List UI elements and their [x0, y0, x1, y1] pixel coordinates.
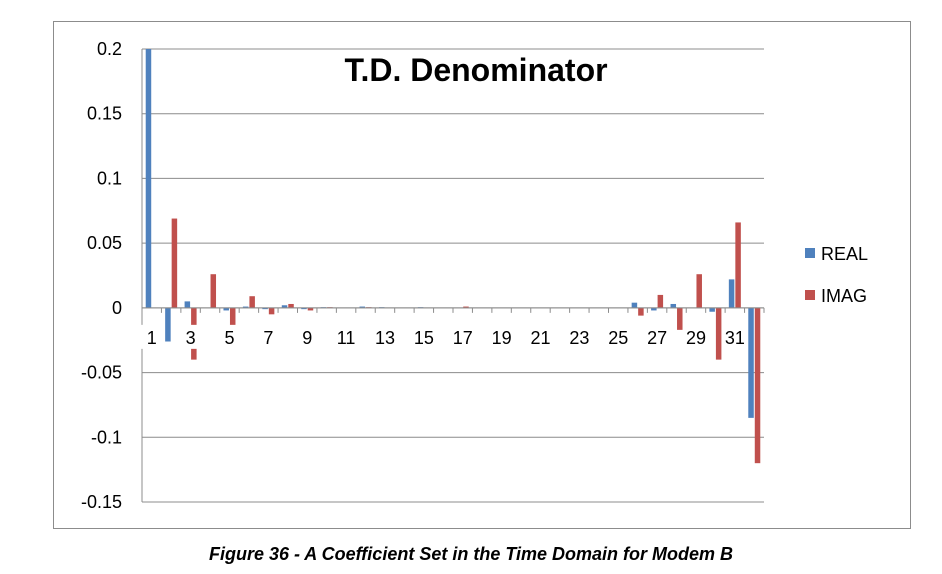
bar-real-2	[165, 307, 171, 342]
bar-real-6	[242, 306, 249, 308]
bar-real-5	[223, 307, 229, 311]
x-tick-label-bg	[256, 324, 281, 349]
bar-real-1	[145, 49, 152, 308]
x-tick-label: 27	[647, 328, 667, 348]
x-tick-label-bg	[450, 324, 475, 349]
x-tick-label: 9	[302, 328, 312, 348]
bar-real-9	[301, 307, 307, 310]
x-tick-label: 7	[263, 328, 273, 348]
bar-imag-9	[307, 307, 314, 311]
x-tick-label-bg	[645, 324, 670, 349]
y-tick-label: 0.15	[87, 104, 122, 124]
x-tick-label-bg	[295, 324, 320, 349]
figure-caption: Figure 36 - A Coefficient Set in the Tim…	[208, 544, 734, 564]
bar-real-3	[184, 301, 191, 308]
legend-swatch-real	[805, 248, 815, 258]
bar-imag-26	[638, 307, 644, 316]
bar-imag-5	[229, 307, 236, 328]
bar-real-28	[670, 303, 677, 308]
x-tick-label: 25	[608, 328, 628, 348]
bar-imag-29	[696, 274, 702, 308]
x-tick-label-bg	[567, 324, 592, 349]
y-axis-ticks: 0.2 0.15 0.1 0.05 0 -0.05 -0.1 -0.15	[81, 39, 122, 512]
x-tick-label-bg	[178, 324, 203, 349]
bar-imag-7	[268, 307, 275, 315]
x-tick-label-bg	[683, 324, 708, 349]
legend-label-real: REAL	[821, 244, 868, 264]
x-tick-label: 19	[492, 328, 512, 348]
y-tick-label: -0.15	[81, 492, 122, 512]
x-tick-label-bg	[411, 324, 436, 349]
bar-real-8	[281, 305, 288, 308]
bar-real-30	[709, 307, 715, 312]
bar-real-26	[631, 302, 638, 308]
bar-imag-32	[754, 307, 761, 464]
bar-imag-4	[210, 274, 217, 308]
y-tick-label: 0	[112, 298, 122, 318]
x-tick-label: 31	[725, 328, 745, 348]
x-tick-label-bg	[489, 324, 514, 349]
x-tick-label: 17	[453, 328, 473, 348]
legend: REAL IMAG	[805, 244, 868, 306]
bar-imag-2	[171, 218, 178, 308]
y-tick-label: -0.05	[81, 363, 122, 383]
x-tick-label: 1	[147, 328, 157, 348]
bar-real-31	[728, 279, 735, 308]
x-tick-label-bg	[217, 324, 242, 349]
bar-imag-28	[677, 307, 683, 330]
x-tick-label: 29	[686, 328, 706, 348]
bar-imag-27	[657, 294, 664, 308]
x-tick-label: 5	[224, 328, 234, 348]
bar-real-27	[651, 307, 657, 311]
chart-svg: 0.20.150.10.050-0.05-0.1-0.15 1 3 5 7 9 11 13 1…	[81, 39, 868, 512]
x-tick-label-bg	[139, 324, 164, 349]
y-tick-label: 0.05	[87, 233, 122, 253]
x-tick-label-bg	[528, 324, 553, 349]
x-axis-ticks: 1 3 5 7 9 11 13 15 17 19 21 23 25 27 29 31	[139, 307, 765, 349]
legend-label-imag: IMAG	[821, 286, 867, 306]
legend-swatch-imag	[805, 290, 815, 300]
x-tick-label: 21	[530, 328, 550, 348]
y-tick-label: 0.1	[97, 168, 122, 188]
x-tick-label-bg	[722, 324, 747, 349]
bar-imag-17	[463, 306, 469, 308]
bar-real-7	[262, 307, 268, 310]
x-tick-label: 13	[375, 328, 395, 348]
y-tick-label: 0.2	[97, 39, 122, 59]
bar-imag-6	[249, 296, 255, 308]
x-tick-label: 11	[337, 328, 356, 348]
x-tick-label-bg	[606, 324, 631, 349]
bar-imag-30	[715, 307, 722, 360]
bar-real-12	[359, 306, 366, 308]
bar-imag-8	[288, 303, 294, 308]
gridlines	[142, 48, 764, 503]
x-tick-label-bg	[334, 324, 359, 349]
x-tick-label: 23	[569, 328, 589, 348]
chart-title: T.D. Denominator	[344, 52, 607, 88]
bars	[145, 49, 761, 464]
x-tick-label: 3	[186, 328, 196, 348]
x-tick-label-bg	[372, 324, 397, 349]
chart-frame: 0.2 0.15 0.1 0.05 0 -0.05 -0.1 -0.15 1 3 5 7 9 11 13 1…	[53, 21, 911, 529]
x-tick-label: 15	[414, 328, 434, 348]
bar-imag-31	[735, 222, 741, 308]
bar-real-32	[748, 307, 754, 418]
y-tick-label: -0.1	[91, 427, 122, 447]
